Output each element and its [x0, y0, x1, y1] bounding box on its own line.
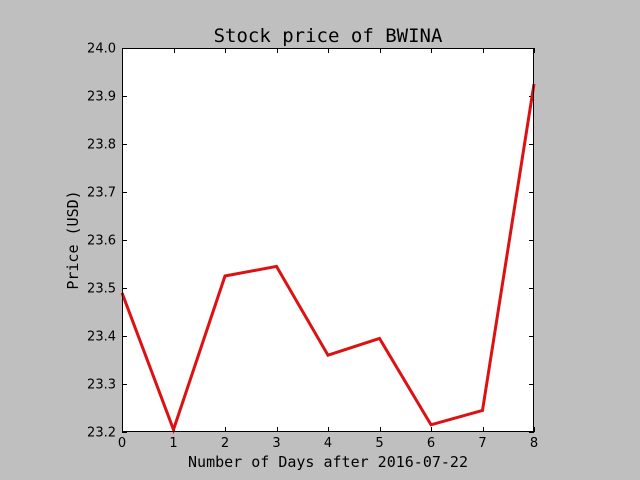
price-series-line	[120, 83, 536, 435]
x-axis-title: Number of Days after 2016-07-22	[188, 453, 468, 471]
y-tick-label: 23.3	[87, 378, 116, 393]
y-axis-title: Price (USD)	[64, 190, 82, 289]
y-tick-label: 23.4	[87, 330, 116, 345]
y-tick-labels: 23.2 23.3 23.4 23.5 23.6 23.7 23.8 23.9 24.0	[87, 42, 116, 441]
y-tick-label: 23.9	[87, 90, 116, 105]
x-tick-label: 2	[221, 436, 229, 451]
plot-frame	[122, 48, 534, 432]
y-tick-label: 23.7	[87, 186, 116, 201]
x-tick-labels: 0 1 2 3 4 5 6 7 8	[118, 436, 538, 451]
x-tick-label: 6	[427, 436, 435, 451]
x-tick-label: 3	[272, 436, 280, 451]
x-tick-label: 4	[324, 436, 332, 451]
x-tick-label: 8	[530, 436, 538, 451]
x-tick-label: 5	[375, 436, 383, 451]
plot-area	[122, 48, 534, 432]
x-tick-label: 0	[118, 436, 126, 451]
y-tick-label: 23.8	[87, 138, 116, 153]
x-tick-label: 1	[169, 436, 177, 451]
x-tick-label: 7	[478, 436, 486, 451]
y-tick-label: 23.6	[87, 234, 116, 249]
chart-title: Stock price of BWINA	[214, 25, 443, 47]
y-tick-label: 24.0	[87, 42, 116, 57]
y-tick-label: 23.5	[87, 282, 116, 297]
y-tick-label: 23.2	[87, 426, 116, 441]
